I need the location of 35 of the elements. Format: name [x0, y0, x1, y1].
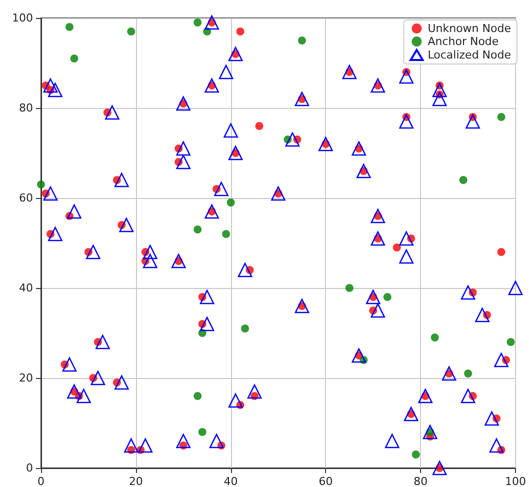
y-tick-label: 80 [19, 102, 33, 114]
y-tick-label: 40 [19, 282, 33, 294]
point [345, 284, 354, 292]
point [127, 28, 136, 36]
legend-label: Anchor Node [428, 35, 499, 48]
point [194, 226, 202, 234]
point [222, 230, 230, 238]
x-tick-label: 0 [38, 475, 44, 487]
legend-label: Unknown Node [428, 22, 512, 35]
y-tick-label: 20 [19, 372, 33, 384]
point [298, 36, 306, 44]
point [37, 180, 45, 188]
point [464, 370, 472, 378]
point [430, 334, 439, 342]
point [383, 293, 392, 301]
x-tick-label: 100 [505, 475, 526, 487]
point [194, 392, 202, 400]
point [506, 338, 515, 346]
x-tick-label: 60 [318, 475, 333, 487]
point [226, 198, 235, 206]
point [65, 23, 74, 31]
point [497, 113, 506, 121]
legend-label: Localized Node [428, 48, 512, 62]
point [198, 428, 206, 436]
x-tick-label: 20 [128, 475, 143, 487]
x-tick-label: 80 [414, 475, 428, 487]
point [459, 176, 468, 184]
y-tick-label: 100 [12, 12, 33, 24]
y-tick-label: 0 [26, 462, 33, 474]
point [412, 450, 420, 458]
point [241, 324, 250, 332]
x-tick-label: 40 [224, 475, 238, 487]
point [70, 54, 78, 62]
y-tick-label: 60 [19, 192, 33, 204]
point [194, 18, 202, 26]
